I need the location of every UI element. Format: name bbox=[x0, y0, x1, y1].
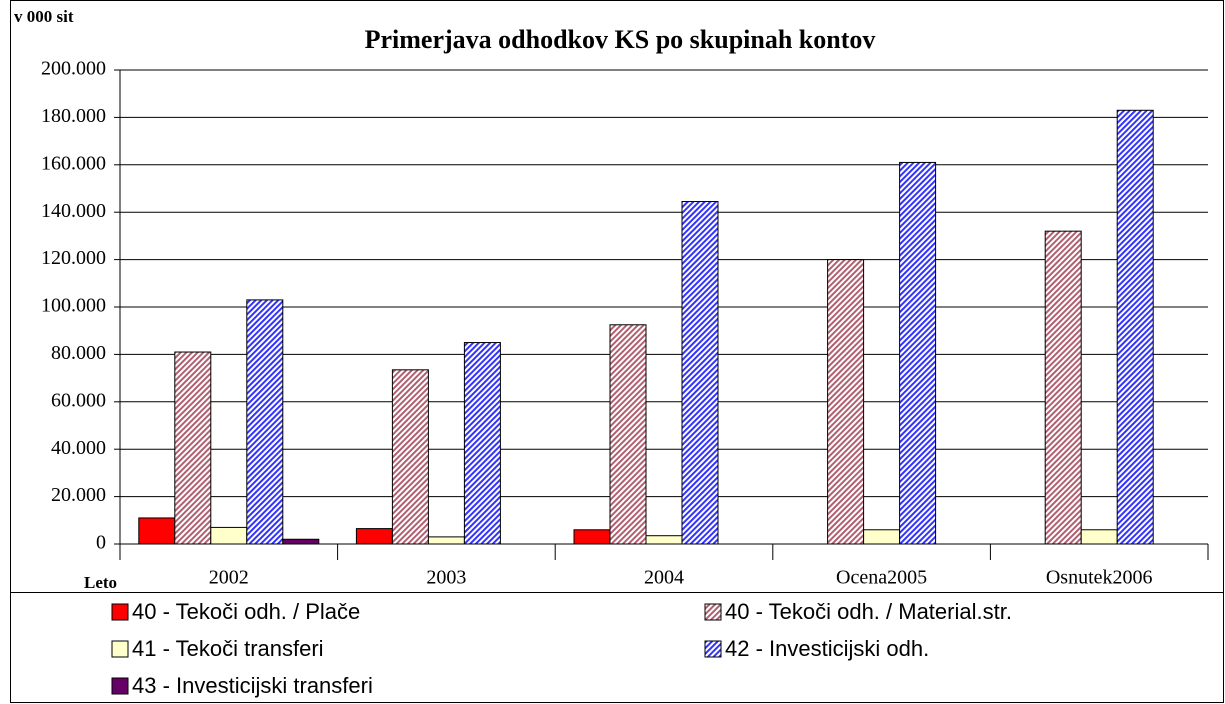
bar bbox=[210, 526, 248, 545]
y-tick-label: 120.000 bbox=[41, 247, 106, 269]
y-tick-label: 40.000 bbox=[51, 437, 106, 459]
legend-swatch bbox=[111, 677, 129, 695]
bar bbox=[609, 324, 647, 545]
bar bbox=[827, 259, 865, 545]
bar bbox=[1116, 109, 1154, 545]
y-tick-label: 0 bbox=[96, 532, 106, 554]
bar bbox=[463, 342, 501, 545]
bar bbox=[391, 369, 429, 545]
y-tick-label: 180.000 bbox=[41, 105, 106, 127]
y-tick-label: 200.000 bbox=[41, 58, 106, 80]
bar bbox=[681, 201, 719, 545]
x-tick-label: Osnutek2006 bbox=[1046, 567, 1153, 589]
bar bbox=[899, 161, 937, 545]
chart-title: Primerjava odhodkov KS po skupinah konto… bbox=[365, 25, 876, 54]
legend-label: 40 - Tekoči odh. / Plače bbox=[132, 599, 360, 624]
bar bbox=[246, 299, 284, 545]
y-tick-label: 80.000 bbox=[51, 342, 106, 364]
legend-swatch bbox=[111, 640, 129, 658]
bar bbox=[282, 538, 320, 545]
x-axis-label: Leto bbox=[84, 573, 117, 592]
x-tick-label: 2002 bbox=[209, 567, 249, 589]
bar bbox=[645, 535, 683, 545]
legend-label: 40 - Tekoči odh. / Material.str. bbox=[725, 599, 1012, 624]
y-axis-label: v 000 sit bbox=[14, 7, 74, 26]
y-tick-label: 160.000 bbox=[41, 152, 106, 174]
x-tick-label: 2004 bbox=[644, 567, 684, 589]
legend-swatch bbox=[111, 603, 129, 621]
x-tick-label: 2003 bbox=[426, 567, 466, 589]
bar bbox=[138, 517, 176, 545]
legend-label: 41 - Tekoči transferi bbox=[132, 636, 324, 661]
bar bbox=[863, 529, 901, 545]
bar bbox=[174, 351, 212, 545]
legend-swatch bbox=[704, 603, 722, 621]
y-tick-label: 100.000 bbox=[41, 295, 106, 317]
bar bbox=[1044, 230, 1082, 545]
legend-label: 43 - Investicijski transferi bbox=[132, 673, 373, 698]
y-tick-label: 20.000 bbox=[51, 484, 106, 506]
bar bbox=[427, 536, 465, 545]
x-tick-label: Ocena2005 bbox=[836, 567, 927, 589]
bar bbox=[355, 528, 393, 545]
frame bbox=[10, 0, 1224, 703]
y-tick-label: 60.000 bbox=[51, 389, 106, 411]
bar bbox=[573, 529, 611, 545]
legend-swatch bbox=[704, 640, 722, 658]
y-tick-label: 140.000 bbox=[41, 200, 106, 222]
legend-label: 42 - Investicijski odh. bbox=[725, 636, 929, 661]
bar bbox=[1080, 529, 1118, 545]
